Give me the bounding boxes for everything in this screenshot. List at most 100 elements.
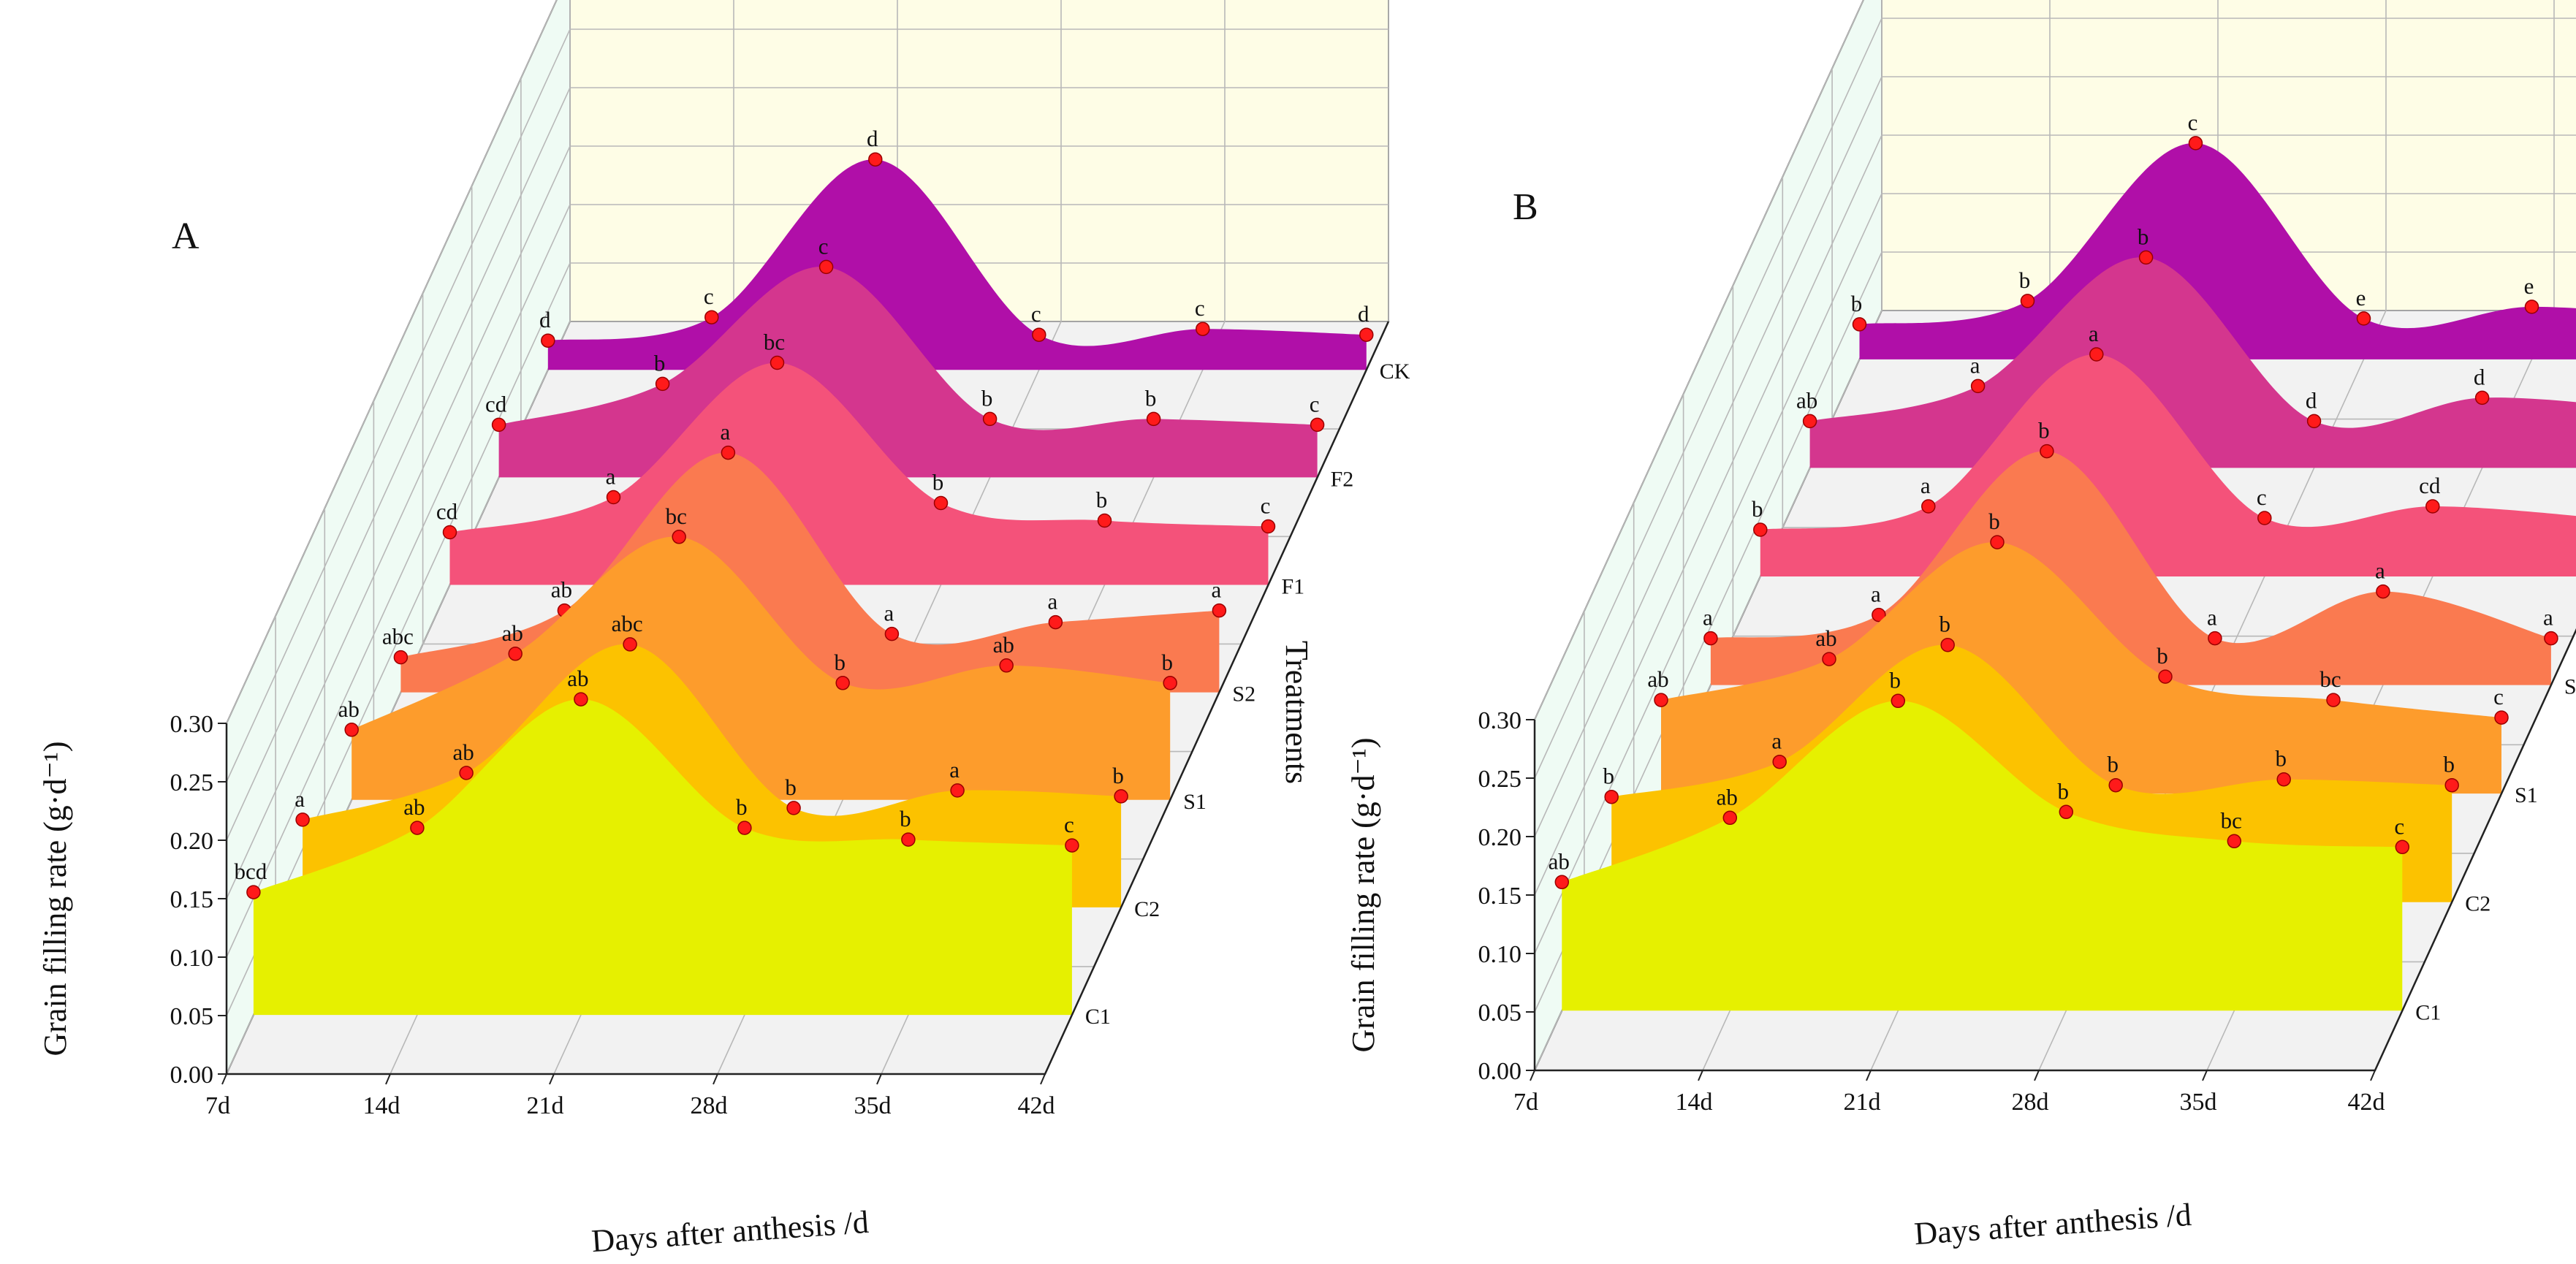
x-tick-label: 35d	[2180, 1089, 2217, 1116]
y-tick-label: 0.00	[1478, 1058, 1522, 1085]
data-point	[869, 153, 882, 166]
treatment-label: S2	[1232, 682, 1255, 707]
significance-letter: c	[2188, 110, 2198, 135]
data-point	[771, 357, 784, 370]
data-point	[787, 802, 800, 815]
treatment-label: C1	[2415, 1000, 2441, 1024]
treatment-label: C1	[1085, 1005, 1111, 1029]
x-tick	[2371, 1070, 2375, 1081]
significance-letter: b	[834, 650, 846, 675]
data-point	[2476, 391, 2489, 404]
significance-letter: abc	[612, 611, 643, 636]
data-point	[2327, 693, 2340, 707]
significance-letter: ab	[502, 620, 523, 646]
data-point	[885, 628, 898, 641]
x-tick-label: 35d	[854, 1092, 892, 1119]
panel-b: CKbbceeeF2ababdddF1baaccdcS2aabaaaS1abab…	[1345, 0, 2576, 1252]
data-point	[1654, 693, 1668, 707]
significance-letter: cd	[485, 391, 507, 416]
data-point	[2059, 805, 2072, 818]
data-point	[2109, 779, 2122, 792]
data-point	[1754, 523, 1767, 536]
significance-letter: abc	[382, 624, 414, 650]
z-axis-label: Treatments	[1279, 641, 1315, 784]
significance-letter: a	[1771, 728, 1782, 754]
significance-letter: ab	[403, 794, 425, 820]
data-point	[1065, 839, 1079, 852]
significance-letter: cd	[436, 499, 458, 525]
data-point	[574, 693, 588, 706]
significance-letter: a	[1048, 589, 1058, 614]
significance-letter: bc	[2221, 807, 2242, 833]
significance-letter: a	[1920, 473, 1931, 498]
x-tick	[2034, 1070, 2039, 1081]
significance-letter: d	[1358, 301, 1369, 327]
x-axis-label: Days after anthesis /d	[590, 1204, 870, 1259]
significance-letter: b	[1161, 650, 1173, 675]
significance-letter: b	[2275, 746, 2287, 772]
significance-letter: a	[295, 786, 305, 812]
data-point	[1972, 379, 1985, 392]
panel-label: B	[1513, 186, 1538, 228]
x-tick	[1041, 1074, 1045, 1084]
data-point	[493, 418, 506, 431]
significance-letter: bc	[666, 503, 687, 529]
y-tick-label: 0.25	[170, 769, 214, 796]
data-point	[1098, 514, 1112, 528]
data-point	[1163, 677, 1177, 690]
significance-letter: c	[1064, 812, 1074, 837]
data-point	[935, 497, 948, 510]
treatment-label: S2	[2564, 675, 2576, 699]
data-point	[509, 647, 522, 660]
significance-letter: bc	[764, 330, 785, 355]
y-tick-label: 0.05	[1478, 1000, 1522, 1027]
y-tick-label: 0.20	[170, 828, 214, 855]
data-point	[2140, 251, 2153, 264]
y-tick-label: 0.15	[170, 886, 214, 913]
data-point	[2526, 300, 2539, 313]
significance-letter: ab	[567, 666, 588, 691]
significance-letter: b	[2038, 418, 2050, 443]
data-point	[836, 677, 849, 690]
data-point	[2376, 585, 2390, 598]
y-axis-label: Grain filling rate (g·d⁻¹)	[1345, 737, 1381, 1052]
significance-letter: ab	[1815, 625, 1836, 651]
x-tick	[1530, 1070, 1535, 1081]
data-point	[656, 377, 669, 390]
significance-letter: b	[932, 470, 944, 495]
data-point	[1853, 318, 1866, 331]
x-tick-label: 42d	[2348, 1089, 2385, 1116]
data-point	[2189, 137, 2203, 150]
significance-letter: d	[539, 307, 551, 332]
significance-letter: c	[2257, 484, 2267, 510]
significance-letter: c	[2394, 813, 2404, 839]
significance-letter: ab	[1796, 387, 1817, 413]
data-point	[607, 491, 620, 504]
x-tick	[713, 1074, 718, 1084]
data-point	[2227, 834, 2241, 848]
data-point	[247, 886, 260, 899]
significance-letter: a	[606, 464, 616, 490]
data-point	[1033, 328, 1046, 341]
data-point	[951, 784, 964, 797]
data-point	[2208, 632, 2222, 645]
significance-letter: c	[818, 233, 829, 259]
x-tick-label: 21d	[527, 1092, 564, 1119]
significance-letter: c	[1031, 301, 1041, 327]
significance-letter: b	[785, 774, 797, 800]
significance-letter: a	[1212, 577, 1222, 603]
data-point	[411, 821, 424, 834]
data-point	[394, 651, 407, 664]
significance-letter: b	[1112, 763, 1124, 788]
data-point	[1922, 500, 1935, 513]
significance-letter: b	[736, 794, 748, 820]
data-point	[1804, 414, 1817, 427]
significance-letter: b	[654, 350, 666, 376]
x-tick-label: 7d	[205, 1092, 230, 1119]
y-tick-label: 0.20	[1478, 824, 1522, 851]
data-point	[1991, 536, 2004, 549]
data-point	[984, 412, 997, 425]
significance-letter: a	[2089, 321, 2099, 346]
x-tick-label: 28d	[2012, 1089, 2049, 1116]
y-tick-label: 0.15	[1478, 883, 1522, 910]
